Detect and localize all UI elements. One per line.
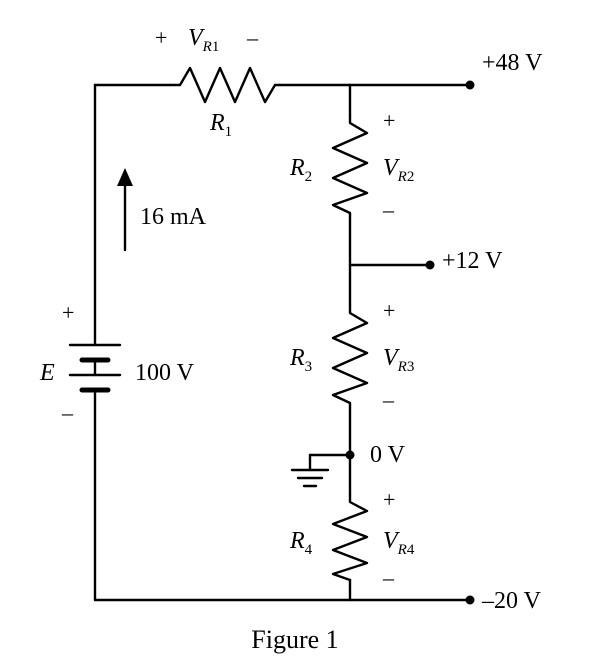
node-c-dot <box>346 451 355 460</box>
resistor-r4 <box>333 495 367 580</box>
resistor-r2 <box>333 115 367 215</box>
source-plus: + <box>62 300 74 325</box>
r1-name: R1 <box>209 110 232 140</box>
node-d-label: –20 V <box>481 588 542 614</box>
vr4-label: VR4 <box>383 528 415 558</box>
current-arrow <box>117 168 133 250</box>
r2-plus: + <box>383 108 395 133</box>
vr2-label: VR2 <box>383 155 414 185</box>
r1-plus: + <box>155 25 167 50</box>
vr1-label: VR1 <box>188 25 219 55</box>
node-a-label: +48 V <box>482 50 543 76</box>
circuit-diagram: + VR1 – R1 +48 V R2 + VR2 – +12 V R3 + V… <box>0 0 590 666</box>
node-b-label: +12 V <box>442 248 503 274</box>
source-minus: – <box>61 400 74 425</box>
r4-name: R4 <box>289 528 313 558</box>
r4-plus: + <box>383 487 395 512</box>
node-a-dot <box>466 81 475 90</box>
source-name: E <box>39 360 55 386</box>
r3-plus: + <box>383 298 395 323</box>
ground-symbol <box>292 455 350 486</box>
node-b-dot <box>426 261 435 270</box>
source-value: 100 V <box>135 360 195 386</box>
current-label: 16 mA <box>140 204 207 230</box>
r2-name: R2 <box>289 155 312 185</box>
r2-minus: – <box>382 197 395 222</box>
r1-minus: – <box>246 25 259 50</box>
figure-caption: Figure 1 <box>251 625 338 654</box>
r3-name: R3 <box>289 345 312 375</box>
r3-minus: – <box>382 387 395 412</box>
resistor-r3 <box>333 305 367 405</box>
r4-minus: – <box>382 565 395 590</box>
node-d-dot <box>466 596 475 605</box>
node-c-label: 0 V <box>370 442 406 468</box>
resistor-r1 <box>170 68 280 102</box>
vr3-label: VR3 <box>383 345 414 375</box>
battery-source <box>70 345 120 390</box>
